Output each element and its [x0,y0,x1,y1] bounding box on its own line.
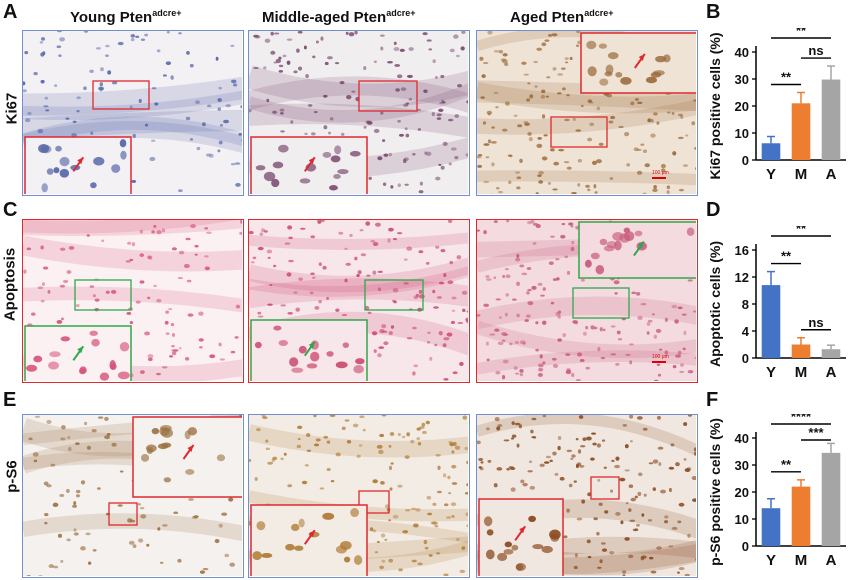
chart-d-xtick-A: A [826,364,837,381]
chart-f-ytick-label: 0 [742,539,749,554]
chart-d-ytick-label: 12 [735,270,749,285]
micrograph-ki67-aged [476,30,698,196]
row-label-apoptosis: Apoptosis [1,247,19,322]
row-label-ki67: Ki67 [3,92,21,125]
micrograph-p-s6-young [22,414,244,578]
micrograph-p-s6-aged [476,414,698,578]
chart-d-ylabel: Apoptotic cells (%) [707,241,723,367]
chart-f-sig-label: **** [791,414,812,424]
chart-d-ytick-label: 16 [735,243,749,258]
chart-d-sig-label: ns [808,315,823,330]
chart-d-bar-A [821,349,841,358]
chart-b-sig-label: ** [796,28,807,38]
chart-b-ytick-label: 20 [735,99,749,114]
column-header-middle-aged: Middle-aged Ptenadcre+ [262,8,416,26]
chart-d-bar-Y [761,285,781,358]
chart-b-bar-M [791,103,811,160]
micrograph-ki67-young [22,30,244,196]
panel-letter-e: E [3,389,17,411]
micrograph-ki67-middle [248,30,470,196]
chart-d-xtick-M: M [795,364,808,381]
chart-b-xtick-Y: Y [766,166,776,183]
chart-d-ytick-label: 8 [742,297,749,312]
column-header-young: Young Ptenadcre+ [70,8,182,26]
chart-b-ylabel: Ki67 positive cells (%) [707,32,723,179]
micrograph-apoptosis-aged [476,219,698,383]
chart-b-sig-label: ns [808,43,823,58]
chart-f-ytick-label: 40 [735,431,749,446]
chart-f-ytick-label: 30 [735,458,749,473]
chart-b-xtick-M: M [795,166,808,183]
chart-d-sig-label: ** [781,249,792,264]
micrograph-apoptosis-young [22,219,244,383]
chart-b-ytick-label: 40 [735,45,749,60]
micrograph-apoptosis-middle [248,219,470,383]
chart-f-xtick-M: M [795,552,808,569]
panel-letter-a: A [3,1,18,23]
chart-f-bar-Y [761,508,781,546]
chart-b-ytick-label: 30 [735,72,749,87]
chart-b-bar-Y [761,143,781,160]
chart-f-sig-label: *** [808,425,824,440]
chart-b-bar-A [821,79,841,160]
chart-d-ytick-label: 0 [742,351,749,366]
column-header-aged: Aged Ptenadcre+ [510,8,614,26]
panel-letter-b: B [706,1,721,23]
chart-b-xtick-A: A [826,166,837,183]
chart-d-apoptosis: Apoptotic cells (%) 0 4 8 12 16 Y M A ** ns ** [707,226,846,381]
scale-bar-ki67: 100 μm [652,170,669,179]
chart-f-bar-A [821,452,841,546]
chart-b-ytick-label: 0 [742,153,749,168]
micrograph-p-s6-middle [248,414,470,578]
chart-d-sig-label: ** [796,226,807,236]
chart-f-sig-label: ** [781,457,792,472]
chart-f-xtick-A: A [826,552,837,569]
panel-letter-d: D [706,199,721,221]
chart-b-sig-label: ** [781,70,792,85]
chart-f-ytick-label: 20 [735,485,749,500]
chart-f-ylabel: p-S6 positive cells (%) [707,418,723,566]
chart-d-bar-M [791,344,811,358]
scale-bar-apoptosis: 100 μm [652,354,669,363]
chart-d-xtick-Y: Y [766,364,776,381]
chart-d-ytick-label: 4 [742,324,750,339]
chart-f-bar-M [791,486,811,546]
panel-letter-f: F [706,389,719,411]
chart-f-ytick-label: 10 [735,512,749,527]
chart-b-ytick-label: 10 [735,126,749,141]
row-label-p-s6: p-S6 [3,460,21,493]
panel-letter-c: C [3,199,18,221]
chart-f-xtick-Y: Y [766,552,776,569]
